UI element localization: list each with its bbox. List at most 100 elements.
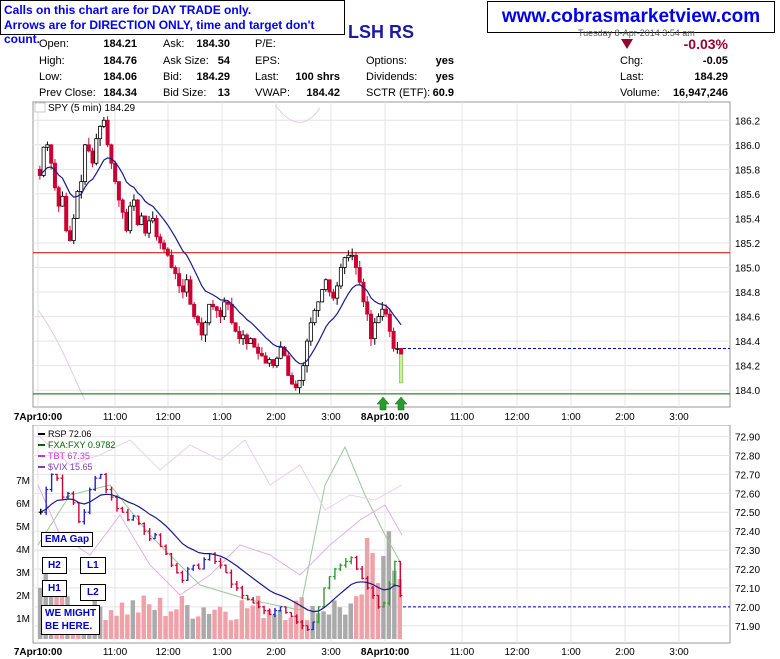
- we-might-line-1: WE MIGHT: [45, 608, 97, 619]
- candle-up: [203, 322, 208, 336]
- notice-line-1: Calls on this chart are for DAY TRADE on…: [4, 3, 252, 17]
- candle-down: [271, 359, 276, 367]
- candle-up: [241, 334, 246, 340]
- volume-bar: [206, 613, 212, 639]
- candle-up: [131, 199, 136, 207]
- volume-bar: [239, 600, 245, 639]
- legend-entry: FXA:FXY 0.9782: [48, 440, 115, 450]
- main-x-ticks: 7Apr10:00 11:00 12:00 1:00 2:00 3:00 8Apr10:00…: [14, 412, 689, 423]
- lower-y-tick-label: 72.00: [735, 603, 760, 614]
- date-line: Tuesday 8-Apr-2014 3:54 am: [578, 28, 695, 38]
- volume-bar: [125, 614, 130, 639]
- bid-label: Bid:: [163, 71, 182, 83]
- green-up-arrow-icon: [376, 396, 390, 411]
- candle-up: [335, 285, 340, 299]
- volume-bar: [174, 609, 179, 639]
- bid-value: 184.29: [196, 71, 230, 83]
- volume-bar: [201, 607, 206, 639]
- volume-bar: [245, 608, 250, 639]
- volume-bar: [223, 611, 228, 639]
- volume-bar: [185, 605, 190, 639]
- main-faint-overlay: [37, 104, 321, 401]
- candle-up: [267, 359, 272, 364]
- lower-x-tick-label: 12:00: [155, 647, 180, 658]
- main-y-tick-label: 184.2: [735, 362, 760, 373]
- faint-overlay-line: [274, 104, 321, 123]
- candle-down: [353, 254, 358, 268]
- legend-entry: RSP 72.06: [48, 429, 91, 439]
- quote-header: Calls on this chart are for DAY TRADE on…: [0, 0, 780, 100]
- candle-down: [188, 279, 193, 305]
- volume-bar: [136, 612, 141, 639]
- candle-up: [101, 119, 106, 127]
- main-x-tick-label: 2:00: [266, 412, 286, 423]
- ema-gap-label: EMA Gap: [41, 532, 94, 547]
- candle-down: [86, 144, 91, 152]
- candle-down: [365, 301, 370, 315]
- volume-bar: [130, 600, 136, 639]
- lower-y-tick-label: 72.20: [735, 565, 760, 576]
- volume-bar: [392, 570, 397, 639]
- candle-up: [71, 218, 76, 241]
- volume-tick-label: 3M: [16, 568, 30, 579]
- prev-close-value: 184.34: [103, 87, 137, 99]
- main-levels: [33, 252, 730, 395]
- volume-bar: [141, 595, 146, 639]
- pe-label: P/E:: [255, 38, 276, 50]
- candle-down: [124, 211, 129, 232]
- lower-x-tick-label: 1:00: [212, 647, 232, 658]
- candle-up: [376, 316, 381, 324]
- volume-bar: [299, 597, 304, 639]
- lower-y-tick-label: 72.30: [735, 546, 760, 557]
- candle-down: [49, 144, 54, 164]
- volume-bar: [212, 609, 217, 639]
- candle-up: [75, 191, 80, 219]
- volume-bar: [146, 604, 152, 639]
- candle-down: [361, 281, 366, 303]
- volume-bar: [337, 607, 343, 639]
- bid-size-label: Bid Size:: [163, 87, 207, 99]
- candle-down: [195, 316, 200, 324]
- lower-x-tick-label: 2:00: [615, 647, 635, 658]
- volume-bar: [332, 600, 337, 639]
- candle-down: [120, 199, 125, 213]
- lower-x-tick-label: 11:00: [450, 647, 475, 658]
- down-triangle-icon: [621, 39, 633, 49]
- candle-up: [297, 379, 302, 389]
- candle-up: [320, 289, 325, 303]
- ask-label: Ask:: [163, 38, 185, 50]
- candle-up: [222, 301, 227, 317]
- open-label: Open:: [39, 38, 69, 50]
- candle-down: [64, 195, 69, 232]
- candle-up: [350, 254, 355, 257]
- candle-down: [369, 313, 374, 340]
- volume-bar: [255, 595, 261, 639]
- candle-up: [83, 144, 88, 183]
- volume-tick-label: 4M: [16, 545, 30, 556]
- candle-down: [387, 313, 392, 332]
- lower-y-tick-label: 72.40: [735, 527, 760, 538]
- main-legend-title: SPY (5 min) 184.29: [48, 103, 136, 114]
- volume-bar: [114, 615, 119, 639]
- main-x-tick-label: 12:00: [155, 412, 180, 423]
- volume-bar: [195, 616, 201, 639]
- tbt-line: [37, 484, 403, 596]
- volume-bar: [397, 579, 402, 639]
- lower-y-tick-label: 72.10: [735, 584, 760, 595]
- candle-up: [323, 279, 328, 290]
- rsp-ema-line: [40, 493, 401, 613]
- we-might-line-2: BE HERE.: [45, 621, 93, 632]
- candle-up: [150, 218, 155, 222]
- candle-up: [60, 195, 65, 207]
- volume-bar: [288, 617, 294, 639]
- main-x-tick-label: 1:00: [212, 412, 232, 423]
- main-legend-toggle[interactable]: [34, 102, 46, 113]
- volume-tick-label: 2M: [16, 591, 30, 602]
- candle-up: [278, 346, 283, 359]
- vwap-label: VWAP:: [255, 87, 291, 99]
- candle-up: [372, 322, 377, 340]
- volume-bar: [250, 605, 255, 639]
- volume-bar: [277, 610, 283, 639]
- low-label: Low:: [39, 71, 63, 83]
- volume-bar: [228, 620, 234, 639]
